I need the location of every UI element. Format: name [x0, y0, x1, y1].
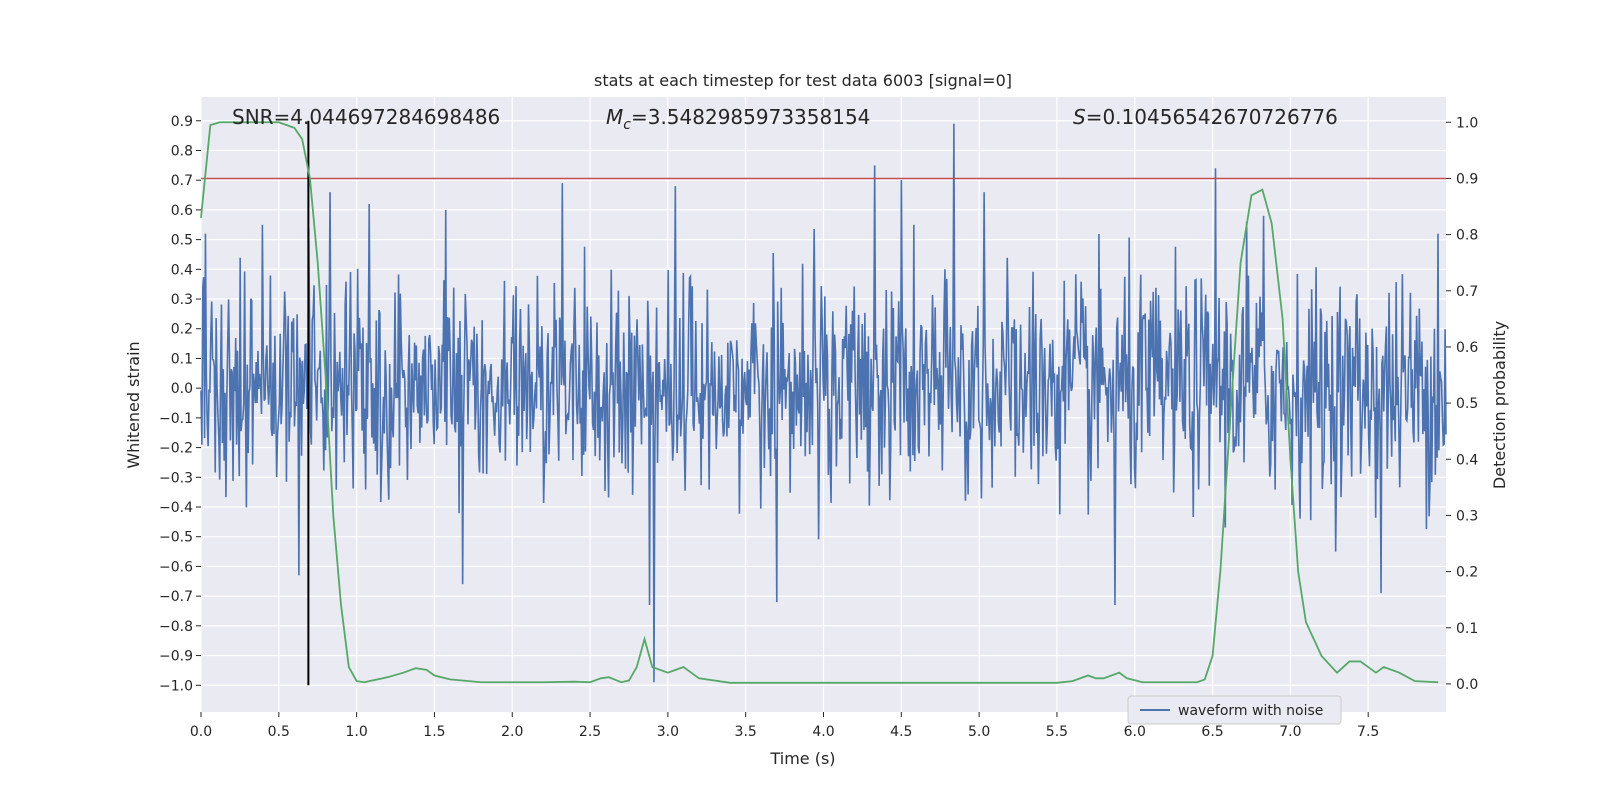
x-axis-ticks: 0.0 0.5 1.0 1.5 2.0 2.5 3.0 3.5 4.0 4.5 5.0 5.5 6.0 6…	[190, 712, 1379, 740]
x-tick-label: 7.0	[1279, 724, 1301, 740]
detection-probability-series	[200, 121, 1439, 684]
x-tick-label: 5.0	[968, 724, 990, 740]
y-right-tick-label: 0.3	[1456, 508, 1478, 524]
y-axis-left-label: Whitened strain	[124, 341, 143, 468]
x-tick-label: 2.0	[501, 724, 523, 740]
y-left-tick-label: 0.3	[171, 292, 193, 308]
y-left-tick-label: 0.9	[171, 114, 193, 130]
x-tick-label: 3.5	[735, 724, 757, 740]
s-value: =0.10456542670726776	[1086, 105, 1338, 129]
y-left-tick-label: −0.3	[159, 470, 193, 486]
x-tick-label: 5.5	[1046, 724, 1068, 740]
chart-title: stats at each timestep for test data 600…	[594, 71, 1012, 90]
y-left-tick-label: −0.4	[159, 500, 193, 516]
y-left-tick-label: 0.7	[171, 173, 193, 189]
y-left-tick-label: 0.8	[171, 143, 193, 159]
legend-label-waveform: waveform with noise	[1178, 703, 1323, 719]
detection-probability-line	[200, 121, 1439, 684]
y-left-tick-label: −0.5	[159, 530, 193, 546]
y-right-tick-label: 0.5	[1456, 396, 1478, 412]
y-left-tick-label: 0.5	[171, 233, 193, 249]
y-axis-right-label: Detection probability	[1490, 321, 1509, 489]
snr-annotation: SNR=4.044697284698486	[232, 105, 500, 129]
waveform-series	[200, 123, 1447, 683]
y-axis-left-ticks: 0.9 0.8 0.7 0.6 0.5 0.4 0.3 0.2 0.1 0.0 −0.1 −0.2 −0…	[159, 114, 201, 694]
y-right-tick-label: 0.6	[1456, 340, 1478, 356]
chirp-mass-symbol: M	[606, 105, 623, 129]
s-annotation: S=0.10456542670726776	[1073, 105, 1338, 129]
waveform-line	[200, 123, 1447, 683]
y-left-tick-label: −0.1	[159, 411, 193, 427]
y-left-tick-label: 0.2	[171, 322, 193, 338]
x-tick-label: 3.0	[657, 724, 679, 740]
y-right-tick-label: 1.0	[1456, 115, 1478, 131]
y-right-tick-label: 0.4	[1456, 452, 1478, 468]
x-tick-label: 2.5	[579, 724, 601, 740]
x-tick-label: 6.0	[1124, 724, 1146, 740]
x-tick-label: 1.5	[423, 724, 445, 740]
y-left-tick-label: −0.7	[159, 589, 193, 605]
x-tick-label: 1.0	[345, 724, 367, 740]
s-symbol: S	[1073, 105, 1086, 129]
y-left-tick-label: −0.2	[159, 441, 193, 457]
y-left-tick-label: 0.0	[171, 381, 193, 397]
x-tick-label: 4.5	[890, 724, 912, 740]
legend-box	[1127, 695, 1342, 725]
y-left-tick-label: −0.9	[159, 649, 193, 665]
y-left-tick-label: −1.0	[159, 678, 193, 694]
y-right-tick-label: 0.8	[1456, 228, 1478, 244]
y-left-tick-label: 0.1	[171, 351, 193, 367]
y-right-tick-label: 0.9	[1456, 171, 1478, 187]
y-right-tick-label: 0.0	[1456, 677, 1478, 693]
y-left-tick-label: 0.4	[171, 262, 193, 278]
x-tick-label: 6.5	[1201, 724, 1223, 740]
chirp-mass-annotation: Mc=3.5482985973358154	[606, 105, 870, 133]
chirp-mass-value: =3.5482985973358154	[631, 105, 870, 129]
y-right-tick-label: 0.7	[1456, 284, 1478, 300]
x-tick-label: 0.5	[268, 724, 290, 740]
y-left-tick-label: −0.8	[159, 619, 193, 635]
x-tick-label: 7.5	[1357, 724, 1379, 740]
y-left-tick-label: −0.6	[159, 559, 193, 575]
legend: waveform with noise	[1127, 695, 1342, 725]
y-right-tick-label: 0.2	[1456, 565, 1478, 581]
x-tick-label: 4.0	[812, 724, 834, 740]
y-axis-right-ticks: 1.0 0.9 0.8 0.7 0.6 0.5 0.4 0.3 0.2 0.1 0.0	[1446, 115, 1478, 693]
x-tick-label: 0.0	[190, 724, 212, 740]
chirp-mass-subscript: c	[623, 117, 631, 133]
y-right-tick-label: 0.1	[1456, 621, 1478, 637]
x-axis-label: Time (s)	[769, 749, 835, 768]
y-left-tick-label: 0.6	[171, 203, 193, 219]
